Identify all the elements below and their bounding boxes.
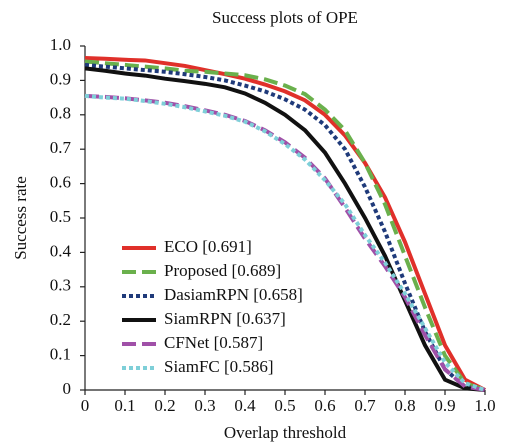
y-tick-label: 0 xyxy=(63,379,72,398)
y-tick-label: 0.2 xyxy=(50,310,71,329)
x-tick-label: 0.7 xyxy=(354,396,376,415)
x-tick-label: 1.0 xyxy=(474,396,495,415)
y-axis-label: Success rate xyxy=(11,176,30,260)
legend-label: DasiamRPN [0.658] xyxy=(164,285,303,304)
legend-label: ECO [0.691] xyxy=(164,237,252,256)
y-tick-label: 0.5 xyxy=(50,207,71,226)
series-line xyxy=(84,66,486,392)
x-axis-label: Overlap threshold xyxy=(224,423,347,442)
x-tick-label: 0.1 xyxy=(114,396,135,415)
x-tick-label: 0.5 xyxy=(274,396,295,415)
x-tick-label: 0 xyxy=(81,396,90,415)
y-tick-label: 0.3 xyxy=(50,276,71,295)
series-line xyxy=(84,93,486,392)
series-line xyxy=(84,62,486,392)
y-tick-label: 0.9 xyxy=(50,69,71,88)
x-tick-label: 0.4 xyxy=(234,396,256,415)
x-tick-label: 0.6 xyxy=(314,396,335,415)
y-tick-label: 0.8 xyxy=(50,104,71,123)
series-line xyxy=(84,59,486,392)
series-line xyxy=(84,56,486,392)
y-tick-label: 0.7 xyxy=(50,138,72,157)
y-tick-label: 0.6 xyxy=(50,173,71,192)
legend-label: Proposed [0.689] xyxy=(164,261,281,280)
y-tick-label: 0.1 xyxy=(50,345,71,364)
legend-label: SiamFC [0.586] xyxy=(164,357,274,376)
x-tick-label: 0.9 xyxy=(434,396,455,415)
y-tick-label: 0.4 xyxy=(50,241,72,260)
x-tick-label: 0.8 xyxy=(394,396,415,415)
y-tick-label: 1.0 xyxy=(50,35,71,54)
chart-title: Success plots of OPE xyxy=(212,8,358,27)
legend-label: SiamRPN [0.637] xyxy=(164,309,286,328)
legend-label: CFNet [0.587] xyxy=(164,333,263,352)
x-tick-label: 0.3 xyxy=(194,396,215,415)
x-tick-label: 0.2 xyxy=(154,396,175,415)
